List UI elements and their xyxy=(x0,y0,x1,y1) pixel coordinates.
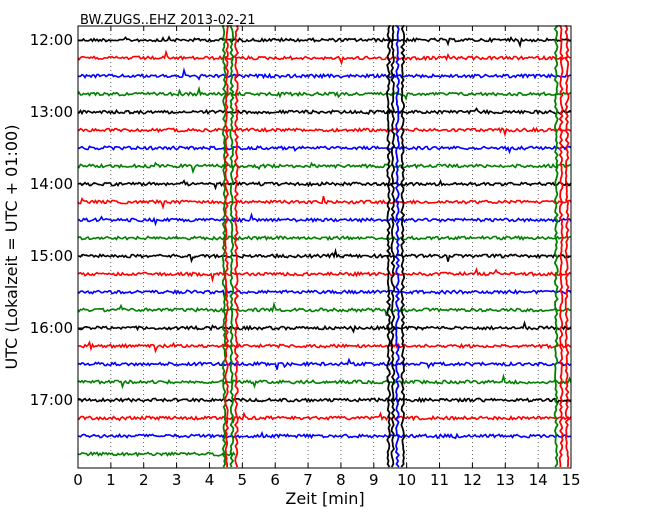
seismic-trace-1500 xyxy=(78,247,572,264)
seismic-trace-1400 xyxy=(77,178,572,191)
chart-title: BW.ZUGS..EHZ 2013-02-21 xyxy=(80,13,256,28)
x-tick-label: 15 xyxy=(561,471,580,489)
y-tick-label: 16:00 xyxy=(30,319,73,337)
x-tick-label: 8 xyxy=(336,471,346,489)
seismic-trace-1515 xyxy=(77,267,572,283)
x-tick-label: 9 xyxy=(369,471,379,489)
seismic-trace-1345 xyxy=(77,161,572,175)
seismic-trace-1600 xyxy=(77,320,572,334)
periodic-signal xyxy=(228,25,235,468)
seismic-trace-1545 xyxy=(77,301,572,317)
seismic-trace-1730 xyxy=(77,430,572,440)
y-tick-label: 13:00 xyxy=(30,103,73,121)
x-tick-label: 13 xyxy=(496,471,515,489)
periodic-signal xyxy=(553,25,560,468)
seismic-trace-1645 xyxy=(77,373,572,390)
seismic-trace-1630 xyxy=(77,357,572,370)
periodic-signal xyxy=(400,25,406,468)
x-tick-label: 6 xyxy=(270,471,280,489)
seismic-trace-1200 xyxy=(77,35,572,49)
y-tick-label: 14:00 xyxy=(30,175,73,193)
seismic-trace-1300 xyxy=(77,107,572,116)
y-axis-ticks: 12:00 13:00 14:00 15:00 16:00 17:00 xyxy=(30,31,571,409)
y-tick-label: 17:00 xyxy=(30,391,73,409)
x-tick-label: 7 xyxy=(303,471,313,489)
y-axis-label: UTC (Lokalzeit = UTC + 01:00) xyxy=(2,125,21,370)
seismic-trace-1215 xyxy=(77,49,572,66)
seismic-trace-1415 xyxy=(77,196,572,211)
periodic-signal xyxy=(564,25,570,468)
periodic-signal xyxy=(224,25,230,467)
y-tick-label: 15:00 xyxy=(30,247,73,265)
x-tick-label: 1 xyxy=(106,471,116,489)
x-tick-label: 4 xyxy=(205,471,215,489)
x-tick-label: 5 xyxy=(238,471,248,489)
seismic-trace-1245 xyxy=(77,85,572,101)
seismic-trace-1230 xyxy=(77,67,572,81)
seismic-trace-1430 xyxy=(77,212,572,227)
x-axis-label: Zeit [min] xyxy=(285,489,364,508)
periodic-signal xyxy=(385,25,392,468)
x-tick-label: 12 xyxy=(463,471,482,489)
x-tick-label: 14 xyxy=(529,471,548,489)
seismic-trace-1315 xyxy=(77,126,572,138)
x-tick-label: 0 xyxy=(73,471,83,489)
trace-rows xyxy=(77,35,572,458)
seismic-trace-1530 xyxy=(77,288,572,301)
seismic-trace-1745 xyxy=(77,451,236,458)
x-tick-label: 3 xyxy=(172,471,182,489)
plot-frame xyxy=(77,25,572,469)
seismic-trace-1700 xyxy=(77,396,572,405)
periodic-signal xyxy=(394,25,401,468)
y-tick-label: 12:00 xyxy=(30,31,73,49)
seismic-trace-1715 xyxy=(77,411,572,424)
periodic-signals xyxy=(221,25,570,468)
periodic-signal xyxy=(390,25,396,468)
seismic-trace-1615 xyxy=(77,340,572,354)
x-tick-label: 11 xyxy=(430,471,449,489)
seismic-trace-1330 xyxy=(77,144,572,155)
x-tick-label: 10 xyxy=(397,471,416,489)
x-tick-label: 2 xyxy=(139,471,149,489)
periodic-signal xyxy=(233,25,239,468)
x-axis-ticks: 0 1 2 3 4 5 6 7 8 9 10 11 12 13 14 15 xyxy=(73,26,581,489)
periodic-signal xyxy=(221,25,227,468)
periodic-signal xyxy=(558,25,564,467)
seismic-trace-1445 xyxy=(77,234,572,242)
grid xyxy=(78,26,571,468)
